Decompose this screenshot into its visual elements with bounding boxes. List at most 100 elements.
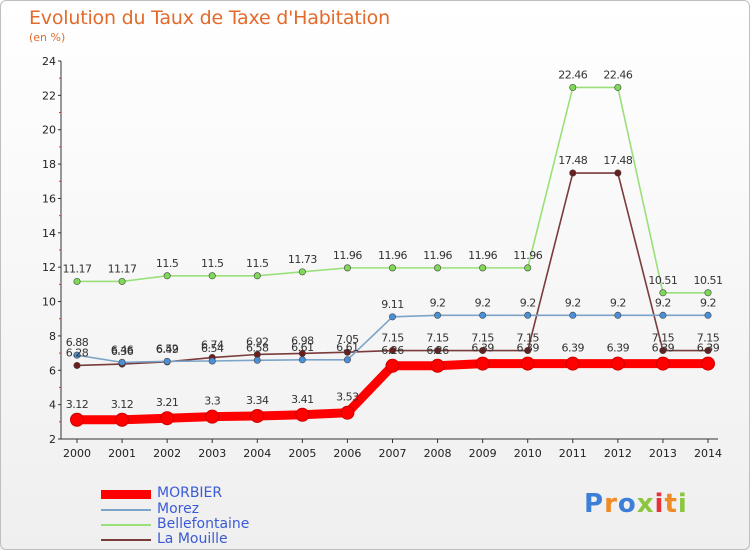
data-label: 7.15 — [652, 332, 675, 345]
data-point — [73, 361, 81, 369]
legend-label-bellefontaine: Bellefontaine — [157, 516, 250, 532]
data-label: 6.39 — [652, 342, 675, 355]
data-label: 11.5 — [156, 257, 179, 270]
data-point — [479, 264, 487, 272]
logo-letter: P — [584, 489, 605, 519]
data-point — [118, 277, 126, 285]
data-point — [524, 347, 532, 355]
data-point — [475, 356, 490, 371]
data-point — [434, 264, 442, 272]
data-point — [250, 408, 265, 423]
data-label: 6.28 — [66, 346, 89, 359]
data-point — [208, 357, 216, 365]
proxiti-logo: Proxiti — [584, 489, 688, 519]
chart-subtitle: (en %) — [29, 31, 66, 44]
data-label: 6.52 — [156, 342, 179, 355]
data-point — [298, 268, 306, 276]
data-label: 6.36 — [111, 345, 134, 358]
y-tick-label: 18 — [42, 158, 56, 171]
data-point — [118, 358, 126, 366]
legend-item-morbier: MORBIER — [101, 485, 321, 502]
data-point — [343, 356, 351, 364]
data-label: 22.46 — [558, 68, 587, 81]
data-point — [343, 348, 351, 356]
data-label: 11.96 — [378, 249, 407, 262]
data-point — [569, 83, 577, 91]
data-label: 9.2 — [430, 296, 446, 309]
x-tick-label: 2014 — [694, 447, 722, 460]
data-point — [343, 264, 351, 272]
data-label: 22.46 — [603, 68, 632, 81]
legend-label-morbier: MORBIER — [157, 485, 223, 501]
data-point — [434, 311, 442, 319]
data-label: 7.15 — [471, 332, 494, 345]
x-tick-label: 2013 — [649, 447, 677, 460]
data-point — [340, 405, 355, 420]
legend-swatch-morbier — [101, 490, 151, 499]
legend-item-bellefontaine: Bellefontaine — [101, 516, 321, 533]
data-label: 11.96 — [423, 249, 452, 262]
data-label: 6.26 — [426, 344, 449, 357]
legend-label-morez: Morez — [157, 501, 200, 517]
data-label: 10.51 — [648, 274, 677, 287]
data-point — [569, 311, 577, 319]
data-label: 3.12 — [111, 398, 134, 411]
data-label: 6.39 — [471, 342, 494, 355]
data-point — [253, 272, 261, 280]
data-label: 3.3 — [204, 395, 220, 408]
logo-letter: t — [664, 489, 678, 519]
data-point — [388, 313, 396, 321]
data-label: 6.39 — [516, 342, 539, 355]
data-point — [115, 412, 130, 427]
data-point — [205, 409, 220, 424]
y-tick-label: 16 — [42, 192, 56, 205]
y-tick-label: 8 — [49, 330, 56, 343]
data-point — [208, 272, 216, 280]
data-label: 9.2 — [520, 296, 536, 309]
data-label: 6.39 — [607, 342, 630, 355]
y-tick-label: 20 — [42, 124, 56, 137]
logo-letter: r — [604, 489, 618, 519]
data-point — [704, 347, 712, 355]
data-point — [704, 289, 712, 297]
data-label: 11.5 — [246, 257, 269, 270]
x-tick-label: 2003 — [198, 447, 226, 460]
x-tick-label: 2000 — [63, 447, 91, 460]
data-label: 11.17 — [108, 262, 137, 275]
data-label: 6.46 — [111, 343, 134, 356]
data-point — [524, 311, 532, 319]
y-tick-label: 4 — [49, 399, 56, 412]
data-point — [701, 356, 715, 371]
legend-item-morez: Morez — [101, 501, 321, 518]
data-label: 6.92 — [246, 335, 269, 348]
data-label: 3.34 — [246, 394, 269, 407]
logo-letter: x — [636, 489, 655, 519]
data-label: 6.49 — [156, 343, 179, 356]
data-point — [614, 83, 622, 91]
data-label: 7.15 — [426, 332, 449, 345]
data-label: 11.17 — [63, 262, 92, 275]
data-point — [253, 356, 261, 364]
data-label: 6.98 — [291, 334, 314, 347]
legend-item-la-mouille: La Mouille — [101, 531, 321, 548]
data-label: 6.39 — [562, 342, 585, 355]
y-tick-label: 10 — [42, 296, 56, 309]
x-tick-label: 2008 — [424, 447, 452, 460]
legend-swatch-bellefontaine — [101, 524, 151, 526]
data-label: 6.54 — [201, 342, 224, 355]
y-tick-label: 6 — [49, 364, 56, 377]
x-tick-label: 2012 — [604, 447, 632, 460]
legend-swatch-morez — [101, 509, 151, 511]
data-label: 11.96 — [513, 249, 542, 262]
data-label: 3.53 — [336, 391, 359, 404]
x-tick-label: 2009 — [469, 447, 497, 460]
data-label: 11.96 — [468, 249, 497, 262]
data-label: 3.41 — [291, 393, 314, 406]
chart-title: Evolution du Taux de Taxe d'Habitation — [29, 7, 390, 29]
data-point — [73, 277, 81, 285]
data-label: 6.61 — [336, 341, 359, 354]
x-tick-label: 2005 — [288, 447, 316, 460]
data-point — [524, 264, 532, 272]
data-label: 6.58 — [246, 341, 269, 354]
